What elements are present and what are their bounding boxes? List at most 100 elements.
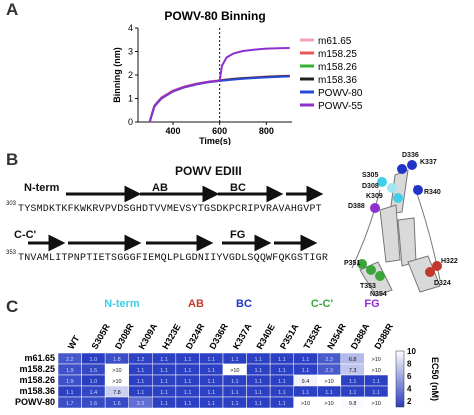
heatmap-cell-value: 1.1 xyxy=(255,379,263,385)
legend-label: POWV-55 xyxy=(318,101,363,112)
column-label: P351A xyxy=(278,322,301,351)
heatmap-cell-value: 1.1 xyxy=(255,401,263,407)
structure-residue-label: N354 xyxy=(370,291,387,298)
legend-label: m158.26 xyxy=(318,62,357,73)
column-label: D336R xyxy=(207,321,230,351)
heatmap-cell-value: 1.1 xyxy=(207,379,215,385)
heatmap-cell-value: 1.1 xyxy=(207,390,215,396)
secondary-structure-arrows xyxy=(28,185,324,252)
heatmap-cell-value: 1.1 xyxy=(231,379,239,385)
heatmap-cell-value: 1.1 xyxy=(160,379,168,385)
heatmap-cell-value: 1.0 xyxy=(90,357,98,363)
structure-residue-label: D324 xyxy=(434,280,451,287)
heatmap-cell-value: 1.1 xyxy=(231,357,239,363)
heatmap-cell-value: 1.1 xyxy=(278,357,286,363)
colorbar-tick-label: 2 xyxy=(407,397,412,406)
heatmap-cell-value: 1.8 xyxy=(113,357,121,363)
structure-residue-label: S305 xyxy=(362,172,379,179)
heatmap-cell-value: 1.1 xyxy=(160,357,168,363)
structure-residue-label: H322 xyxy=(441,258,458,265)
heatmap-cell-value: 1.1 xyxy=(160,401,168,407)
heatmap-cell-value: 2.3 xyxy=(325,357,333,363)
legend-label: m158.36 xyxy=(318,75,357,86)
heatmap-cell-value: 6.8 xyxy=(349,357,357,363)
segment-label-n-term: N-term xyxy=(24,182,60,194)
heatmap-cell-value: >10 xyxy=(112,368,121,374)
heatmap-cell xyxy=(364,396,389,409)
heatmap-cell-value: >10 xyxy=(372,357,381,363)
y-tick-label: 2 xyxy=(128,70,133,80)
heatmap-cell-value: >10 xyxy=(372,368,381,374)
x-tick-label: 800 xyxy=(259,126,274,136)
x-axis-label: Time(s) xyxy=(199,136,231,145)
row-label: m158.36 xyxy=(19,386,55,396)
heatmap-cell-value: >10 xyxy=(372,401,381,407)
heatmap-cell-value: 1.1 xyxy=(302,357,310,363)
heatmap-cell-value: 1.1 xyxy=(278,368,286,374)
heatmap-cell-value: 1.1 xyxy=(325,390,333,396)
legend-label: m61.65 xyxy=(318,36,352,47)
heatmap-cell-value: 1.1 xyxy=(231,401,239,407)
mutation-group-label: AB xyxy=(188,298,204,310)
heatmap-cell-value: 1.5 xyxy=(90,368,98,374)
sequence-row-2: TNVAMLITPNPTIETSGGGFIEMQLPLGDNIIYVGDLSQQ… xyxy=(18,253,329,264)
heatmap-cell-value: 1.1 xyxy=(255,368,263,374)
y-axis-label: Binning (nm) xyxy=(112,47,122,103)
mutation-group-label: FG xyxy=(364,298,379,310)
heatmap-cell-value: 1.4 xyxy=(90,390,98,396)
series-line-powv-55 xyxy=(148,46,290,123)
binning-chart: POWV-80 Binning 0 1 2 3 4 400 600 800 Time(s) Binn… xyxy=(112,9,363,145)
panel-a-letter: A xyxy=(6,0,19,19)
heatmap-cell-value: 1.1 xyxy=(207,368,215,374)
heatmap-cell-value: 1.1 xyxy=(278,401,286,407)
heatmap-cell-value: 7.3 xyxy=(349,368,357,374)
structure-residue-label: K337 xyxy=(420,159,437,166)
heatmap-cell-value: 1.1 xyxy=(184,357,192,363)
column-label: T353R xyxy=(302,322,324,351)
column-label: D308R xyxy=(113,321,136,351)
heatmap-cell-value: >10 xyxy=(112,379,121,385)
structure-residue-label: P351 xyxy=(344,260,361,267)
colorbar-tick-label: 10 xyxy=(407,347,416,356)
heatmap-cell-value: 1.1 xyxy=(160,390,168,396)
mutation-group-label: BC xyxy=(236,298,252,310)
heatmap-cell-value: 1.1 xyxy=(349,390,357,396)
heatmap-cell-value: 1.1 xyxy=(302,368,310,374)
heatmap-cell-value: 1.6 xyxy=(90,401,98,407)
segment-label-c-c: C-C' xyxy=(14,229,37,241)
x-tick-label: 600 xyxy=(212,126,227,136)
heatmap-cell-value: 1.0 xyxy=(90,379,98,385)
segment-label-fg: FG xyxy=(230,229,246,241)
edIII-title: POWV EDIII xyxy=(175,164,242,178)
heatmap-cell-value: 1.1 xyxy=(137,379,145,385)
heatmap-cell-value: 9.4 xyxy=(302,379,310,385)
heatmap-cell-value: 1.1 xyxy=(207,357,215,363)
column-label: D324R xyxy=(184,321,207,351)
heatmap-cell-value: 1.1 xyxy=(349,379,357,385)
heatmap-cell-value: 1.1 xyxy=(278,379,286,385)
chart-title: POWV-80 Binning xyxy=(164,9,265,23)
heatmap-cell-value: 1.1 xyxy=(184,379,192,385)
heatmap-cell-value: 1.1 xyxy=(302,390,310,396)
row-label: POWV-80 xyxy=(15,397,55,407)
heatmap-cell-value: 1.6 xyxy=(113,401,121,407)
structure-residue-label: D388 xyxy=(348,203,365,210)
heatmap-cell-value: 1.1 xyxy=(255,390,263,396)
heatmap-cell-value: >10 xyxy=(230,368,239,374)
mutation-group-label: N-term xyxy=(104,298,140,310)
colorbar-tick-label: 4 xyxy=(407,384,412,393)
heatmap-cell-value: 9.8 xyxy=(349,401,357,407)
segment-label-bc: BC xyxy=(230,182,246,194)
heatmap-cell-value: 1.1 xyxy=(278,390,286,396)
structure-residue-label: D308 xyxy=(362,183,379,190)
heatmap-cell-value: 1.9 xyxy=(66,379,74,385)
heatmap-cell-value: 1.1 xyxy=(255,357,263,363)
heatmap-cell-value: 3.3 xyxy=(137,401,145,407)
heatmap-cell-value: 1.1 xyxy=(372,379,380,385)
sequence-row-1: TYSMDKTKFKWKRVPVDSGHDTVVMEVSYTGSDKPCRIPV… xyxy=(18,204,322,215)
sequence-1-start: 303 xyxy=(6,201,17,207)
y-tick-label: 4 xyxy=(128,23,133,33)
structure-residue-label: T353 xyxy=(360,283,376,290)
colorbar xyxy=(395,350,405,408)
